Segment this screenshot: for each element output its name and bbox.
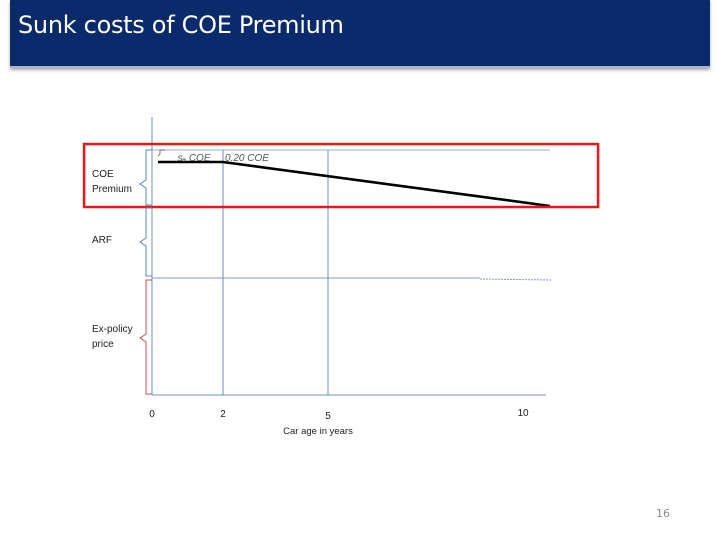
brace-label-0-line-0: COE — [92, 169, 114, 180]
highlight-box — [82, 142, 600, 209]
brace-label-1-line-0: ARF — [92, 235, 112, 246]
annotation-bracket — [157, 149, 165, 157]
arf-boundary-dashed — [479, 278, 552, 281]
x-tick-label-0: 0 — [149, 409, 155, 420]
coe-premium-line — [158, 160, 551, 208]
slide-title: Sunk costs of COE Premium — [18, 11, 344, 39]
annotation-right-label: 0.20 COE — [225, 153, 269, 164]
brace-label-2-line-1: price — [92, 339, 114, 350]
x-axis-label: Car age in years — [283, 426, 353, 437]
brace-label-2-line-0: Ex-policy — [92, 324, 133, 335]
x-tick-label-2: 2 — [220, 409, 226, 420]
title-bar: Sunk costs of COE Premium — [10, 0, 710, 68]
brace-arf — [139, 207, 152, 277]
brace-label-0-line-1: Premium — [92, 184, 132, 195]
brace-coe-premium — [139, 149, 152, 206]
x-tick-label-5: 5 — [325, 411, 331, 422]
x-tick-label-10: 10 — [517, 408, 529, 419]
annotation-left-label: sₐ COE — [177, 153, 210, 164]
brace-ex-policy — [139, 279, 152, 395]
page-number: 16 — [656, 507, 670, 520]
